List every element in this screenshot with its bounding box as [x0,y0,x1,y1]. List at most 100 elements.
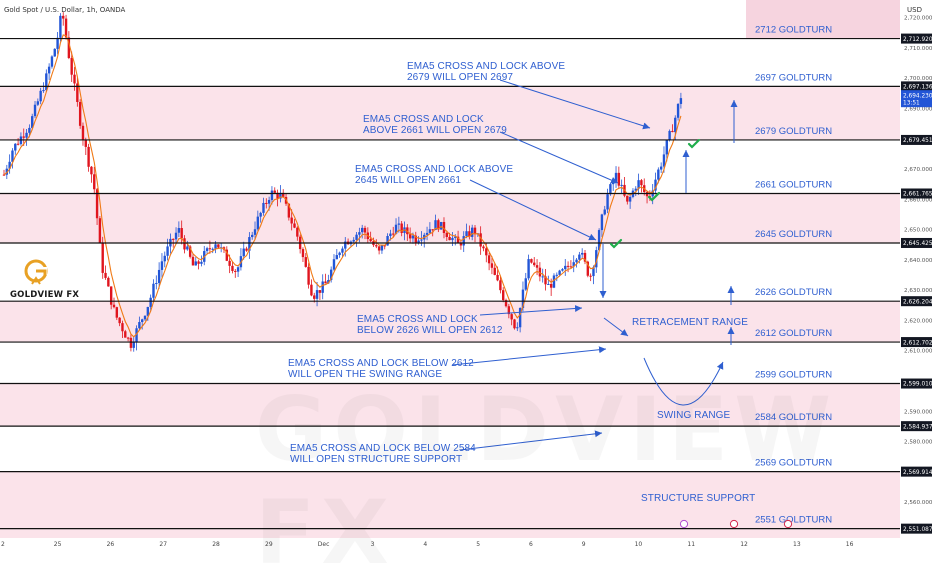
candle [360,224,364,239]
candle [637,173,640,195]
time-tick-label: 25 [54,541,62,548]
candle [200,255,203,267]
candle [194,257,197,266]
goldturn-level: 2679 GOLDTURN [0,126,900,141]
candle [507,303,511,319]
candle [8,154,11,174]
candle [434,214,437,231]
goldturn-level: 2551 GOLDTURN [0,515,900,530]
candle [36,98,40,107]
candle [270,186,274,205]
candle [236,265,240,277]
candle [265,198,268,209]
annotation-line: WILL OPEN THE SWING RANGE [288,369,443,380]
goldturn-label: 2679 GOLDTURN [755,126,832,137]
time-tick-label: 16 [846,541,854,548]
candle [465,223,468,239]
candle [239,248,243,271]
candle [676,103,680,121]
symbol-title: Gold Spot / U.S. Dollar, 1h, OANDA [4,6,126,14]
candle [84,137,87,156]
candle [640,179,643,193]
level-price-tag [901,296,932,307]
goldturn-label: 2697 GOLDTURN [755,72,832,83]
economic-event-icon[interactable] [679,519,689,529]
candle [211,247,214,254]
time-tick-label: 6 [529,541,533,548]
price-tick-label: 2,650.000 [904,228,932,234]
current-price-tag [901,90,932,108]
candle [273,187,276,194]
candle [451,231,454,246]
candle [355,232,358,247]
candle [439,221,443,230]
candle [95,188,99,225]
annotation-line: EMA5 CROSS AND LOCK ABOVE [355,164,514,175]
level-price-tag [901,337,932,348]
candle [535,259,539,276]
goldturn-label: 2599 GOLDTURN [755,370,832,381]
candle [16,138,20,146]
candle [234,268,237,278]
goldturn-levels: 2712 GOLDTURN 2697 GOLDTURN 2679 GOLDTURN 2… [0,25,900,530]
candle [112,297,116,309]
price-chart[interactable]: 2712 GOLDTURN 2697 GOLDTURN 2679 GOLDTURN 2… [0,0,932,550]
candle [50,55,54,69]
level-price-tag [901,33,932,44]
candle [121,320,124,338]
time-tick-label: 26 [107,541,115,548]
candle [250,231,254,240]
candle [386,233,389,246]
economic-event-icon[interactable] [783,519,793,529]
candle [510,313,513,326]
candle [597,228,601,252]
candle [679,92,683,109]
arrow-2679 [499,79,651,130]
economic-event-icon[interactable] [729,519,739,529]
goldturn-level: 2661 GOLDTURN [0,179,900,195]
arrow-retracement [603,317,629,337]
annotation-line: EMA5 CROSS AND LOCK ABOVE [407,61,566,72]
annotation-line: EMA5 CROSS AND LOCK BELOW 2612 [288,358,474,369]
time-axis[interactable]: 2 25 26 27 28 29 Dec 3 4 5 6 9 10 11 12 13 16 [0,519,932,550]
goldturn-label: 2569 GOLDTURN [755,458,832,469]
zone-band-top [746,0,900,39]
candle [132,336,135,352]
annotation-line: EMA5 CROSS AND LOCK [363,114,484,125]
level-price-tag [901,81,932,92]
arrow-2612 [451,346,607,366]
zone-band [0,471,900,529]
candle-countdown: 13:51 [903,101,920,107]
candle [160,253,164,278]
candle [442,217,446,239]
goldturn-level: 2626 GOLDTURN [0,287,900,302]
level-price-label: 2,626.204 [903,299,932,305]
candle [245,246,248,252]
candle [231,261,234,274]
candle [462,231,465,253]
annotation-2612: EMA5 CROSS AND LOCK BELOW 2612 WILL OPEN… [288,358,474,380]
candle [445,230,449,241]
price-axis[interactable]: 2,560.0002,570.0002,580.0002,590.0002,60… [900,0,932,550]
candle [166,238,169,261]
candle [530,258,533,264]
candle [566,261,570,273]
candle [76,78,79,107]
candle [143,315,147,321]
goldturn-level: 2569 GOLDTURN [0,458,900,473]
goldturn-label: 2551 GOLDTURN [755,515,832,526]
time-tick-label: 13 [793,541,801,548]
candle [408,227,412,244]
candle [31,113,34,130]
zone-band [0,86,900,140]
candle [569,260,573,268]
price-tick-label: 2,640.000 [904,258,932,264]
level-price-label: 2,645.425 [903,241,932,247]
goldturn-level: 2612 GOLDTURN [0,328,900,343]
time-tick-label: 10 [635,541,643,548]
candle [493,262,496,276]
candle [107,276,110,287]
candle [135,325,138,351]
candle [81,122,85,146]
candle [659,162,663,174]
